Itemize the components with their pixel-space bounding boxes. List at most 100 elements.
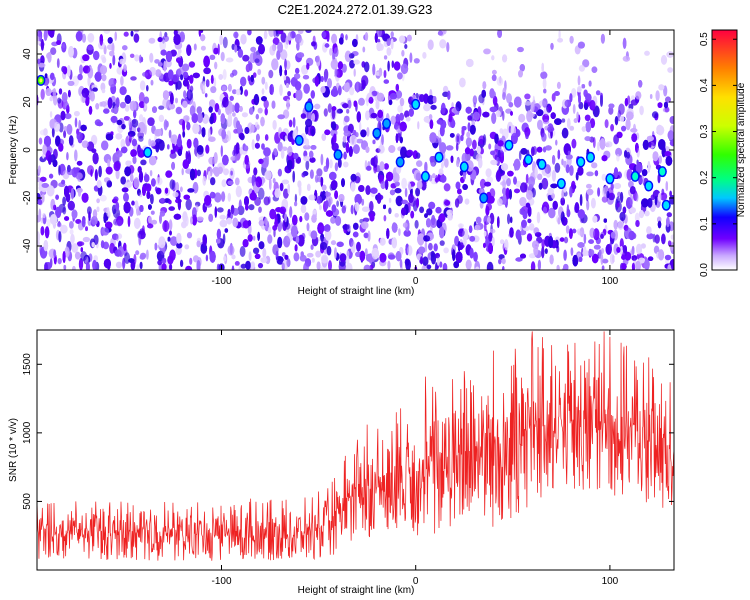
spectrogram-blob bbox=[261, 88, 265, 95]
spectrogram-blob bbox=[140, 56, 144, 63]
spectrogram-blob bbox=[221, 191, 226, 202]
spectrogram-blob bbox=[81, 33, 87, 43]
spectrogram-blob bbox=[49, 119, 55, 129]
spectrogram-blob bbox=[569, 186, 573, 198]
spectrogram-blob bbox=[99, 194, 107, 202]
spectrogram-blob bbox=[550, 183, 558, 189]
spectrogram-blob bbox=[391, 222, 398, 233]
spectrogram-blob bbox=[408, 193, 414, 203]
spectrogram-blob bbox=[343, 130, 352, 137]
spectrogram-blob bbox=[159, 39, 167, 51]
spectrogram-blob bbox=[316, 195, 322, 204]
spectrogram-blob bbox=[311, 41, 316, 47]
spectrogram-blob bbox=[58, 88, 63, 95]
spectrogram-blob bbox=[467, 115, 473, 121]
spectrogram-blob bbox=[49, 96, 53, 102]
spectrogram-blob bbox=[234, 153, 237, 163]
spectrogram-blob bbox=[324, 224, 331, 232]
spectrogram-blob bbox=[92, 259, 97, 270]
colorbar-tick-label: 0.3 bbox=[699, 124, 710, 138]
spectrogram-blob bbox=[588, 80, 592, 87]
spectrogram-x-tick-label: 0 bbox=[413, 276, 419, 287]
spectrogram-blob bbox=[302, 75, 310, 80]
spectrogram-blob bbox=[434, 177, 440, 183]
spectrogram-blob bbox=[258, 206, 262, 213]
spectrogram-blob bbox=[324, 129, 331, 136]
spectrogram-blob bbox=[63, 125, 68, 131]
spectrogram-blob bbox=[226, 217, 233, 225]
spectrogram-blob bbox=[500, 239, 505, 245]
spectrogram-blob bbox=[482, 111, 490, 118]
spectrogram-blob bbox=[183, 194, 190, 200]
spectrogram-blob bbox=[642, 139, 650, 150]
spectrogram-blob bbox=[361, 198, 365, 206]
spectrogram-blob bbox=[112, 233, 119, 240]
spectrogram-blob bbox=[379, 252, 387, 263]
spectrogram-blob bbox=[669, 190, 672, 197]
spectrogram-blob bbox=[80, 251, 87, 262]
spectrogram-blob bbox=[116, 119, 123, 126]
spectrogram-blob bbox=[229, 242, 233, 255]
snr-series-line bbox=[37, 331, 674, 561]
spectrogram-hotspot bbox=[585, 151, 595, 163]
spectrogram-blob bbox=[534, 232, 542, 237]
spectrogram-blob bbox=[38, 137, 43, 145]
spectrogram-blob bbox=[58, 122, 64, 133]
spectrogram-blob bbox=[473, 251, 478, 262]
spectrogram-blob bbox=[328, 198, 331, 208]
spectrogram-blob bbox=[173, 34, 181, 45]
spectrogram-blob bbox=[345, 34, 348, 41]
spectrogram-blob bbox=[272, 43, 277, 52]
spectrogram-blob bbox=[150, 193, 154, 205]
spectrogram-blob bbox=[213, 77, 217, 88]
spectrogram-blob bbox=[605, 244, 612, 255]
spectrogram-blob bbox=[334, 247, 337, 259]
spectrogram-blob bbox=[473, 102, 477, 108]
spectrogram-blob bbox=[654, 195, 658, 206]
spectrogram-blob bbox=[138, 135, 144, 142]
spectrogram-blob bbox=[381, 134, 384, 146]
spectrogram-blob bbox=[525, 202, 531, 208]
spectrogram-blob bbox=[556, 264, 560, 270]
spectrogram-blob bbox=[439, 226, 445, 239]
spectrogram-blob bbox=[428, 201, 436, 210]
spectrogram-blob bbox=[173, 213, 182, 220]
spectrogram-blob bbox=[123, 201, 131, 214]
spectrogram-blob bbox=[142, 184, 146, 196]
spectrogram-blob bbox=[464, 147, 471, 155]
spectrogram-blob bbox=[657, 220, 662, 229]
spectrogram-blob bbox=[380, 180, 386, 190]
spectrogram-blob bbox=[635, 220, 640, 227]
spectrogram-blob bbox=[336, 108, 343, 114]
spectrogram-blob bbox=[306, 252, 314, 258]
spectrogram-blob bbox=[78, 119, 82, 131]
spectrogram-blob bbox=[429, 156, 435, 163]
spectrogram-blob bbox=[334, 68, 338, 77]
spectrogram-blob bbox=[95, 103, 100, 110]
spectrogram-blob bbox=[349, 59, 355, 69]
spectrogram-blob bbox=[442, 85, 449, 94]
spectrogram-blob bbox=[589, 118, 596, 129]
spectrogram-blob bbox=[264, 107, 268, 116]
spectrogram-blob bbox=[253, 167, 258, 176]
spectrogram-blob bbox=[472, 111, 480, 121]
spectrogram-blob bbox=[417, 233, 425, 246]
spectrogram-blob bbox=[547, 126, 555, 132]
spectrogram-blob bbox=[349, 238, 354, 247]
snr-y-tick-label: 1000 bbox=[22, 421, 33, 444]
spectrogram-blob bbox=[336, 241, 344, 248]
spectrogram-blob bbox=[167, 236, 171, 242]
spectrogram-blob bbox=[502, 193, 507, 205]
spectrogram-blob bbox=[426, 218, 431, 228]
spectrogram-blob bbox=[554, 118, 562, 125]
spectrogram-blob bbox=[187, 152, 191, 165]
spectrogram-blob bbox=[592, 215, 598, 223]
spectrogram-blob bbox=[628, 230, 635, 241]
spectrogram-blob bbox=[176, 57, 182, 63]
spectrogram-blob bbox=[135, 250, 140, 256]
spectrogram-blob bbox=[196, 240, 201, 248]
spectrogram-blob bbox=[579, 194, 583, 206]
spectrogram-blob bbox=[74, 149, 78, 162]
spectrogram-blob bbox=[191, 113, 198, 124]
